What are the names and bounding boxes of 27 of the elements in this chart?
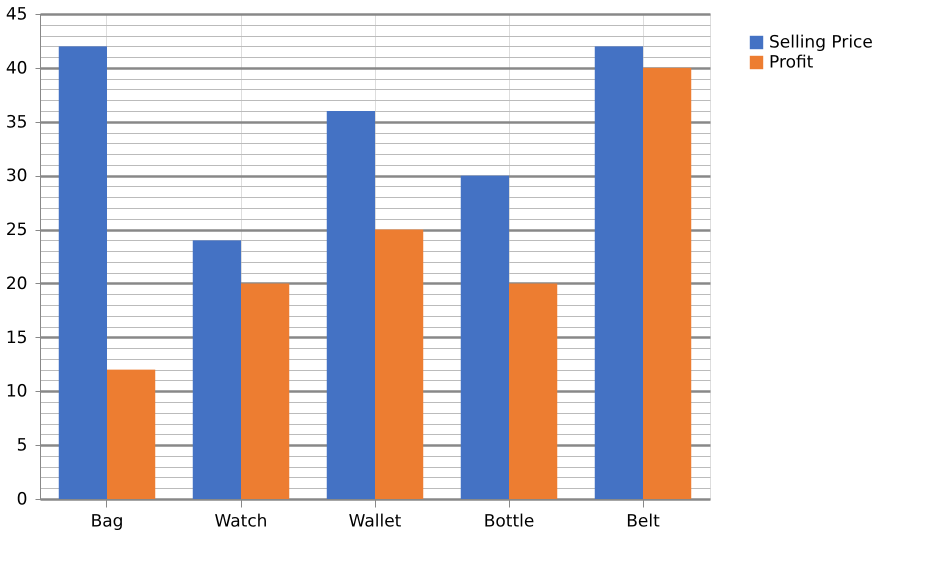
bar xyxy=(509,283,558,499)
y-tick-label: 45 xyxy=(6,4,28,24)
y-tick-label: 10 xyxy=(6,382,28,402)
bar xyxy=(326,111,375,499)
bar xyxy=(375,230,424,499)
y-tick-label: 15 xyxy=(6,328,28,348)
bar xyxy=(241,283,290,499)
bar xyxy=(643,68,692,499)
y-tick-label: 0 xyxy=(16,490,28,510)
y-tick-label: 25 xyxy=(6,220,28,240)
y-tick-label: 20 xyxy=(6,274,28,294)
legend-label: Profit xyxy=(769,52,814,72)
bar xyxy=(58,46,107,499)
bar xyxy=(594,46,643,499)
x-tick-label: Wallet xyxy=(348,512,402,532)
x-tick-label: Watch xyxy=(214,512,268,532)
y-tick-label: 30 xyxy=(6,166,28,186)
x-tick-label: Belt xyxy=(626,512,660,532)
x-tick-label: Bag xyxy=(90,512,124,532)
y-tick-label: 40 xyxy=(6,58,28,78)
bar xyxy=(192,240,241,499)
bar xyxy=(460,176,509,499)
bar xyxy=(107,370,156,499)
legend-label: Selling Price xyxy=(769,32,873,52)
y-tick-label: 5 xyxy=(16,436,28,456)
x-tick-label: Bottle xyxy=(484,512,534,532)
y-tick-label: 35 xyxy=(6,112,28,132)
